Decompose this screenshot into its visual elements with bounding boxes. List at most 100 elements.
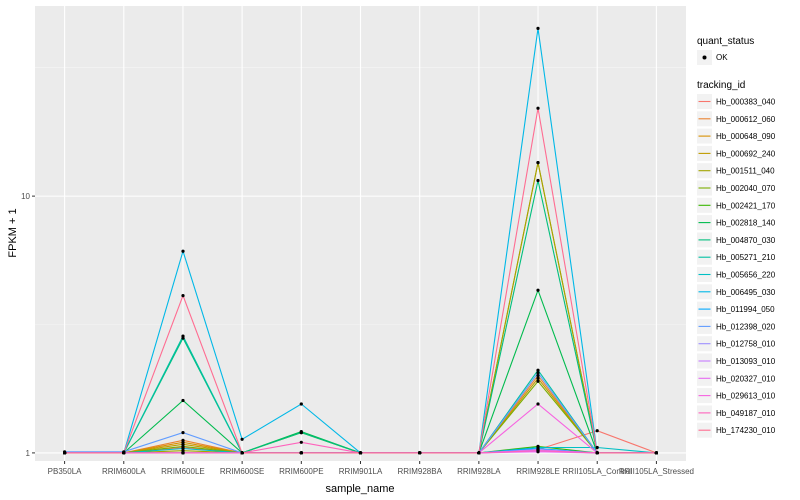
legend-item: Hb_005656_220 (697, 267, 776, 282)
y-axis-title: FPKM + 1 (7, 208, 19, 257)
legend-label: Hb_013093_010 (716, 357, 776, 366)
data-point (181, 294, 185, 298)
legend-label: Hb_006495_030 (716, 288, 776, 297)
x-tick-label: RRIM600SE (220, 467, 264, 476)
data-point (536, 288, 540, 292)
legend-label: Hb_012398_020 (716, 322, 776, 331)
legend-item: Hb_000612_060 (697, 111, 776, 127)
data-point (536, 376, 540, 380)
x-tick-label: RRII105LA_Stressed (619, 467, 694, 476)
legend-item: Hb_029613_010 (697, 388, 776, 404)
legend-label: Hb_000383_040 (716, 98, 776, 107)
data-point (299, 451, 303, 455)
legend-item: Hb_011994_050 (697, 301, 775, 317)
legend-item: Hb_000383_040 (697, 94, 776, 109)
y-tick-label: 1 (26, 449, 31, 458)
data-point (181, 398, 185, 403)
legend-item: Hb_174230_010 (697, 422, 776, 438)
legend-item: Hb_012398_020 (697, 318, 776, 334)
data-point (181, 451, 185, 455)
legend-shape-label: OK (716, 53, 728, 62)
data-point (536, 26, 540, 30)
legend-item: Hb_002421_170 (697, 197, 776, 213)
data-point (536, 402, 540, 406)
legend-label: Hb_001511_040 (716, 167, 775, 176)
legend-item: Hb_020327_010 (697, 370, 776, 386)
x-tick-label: RRII105LA_Control (563, 467, 633, 476)
data-point (418, 451, 422, 455)
legend-color-title: tracking_id (697, 80, 745, 91)
legend-label: Hb_005271_210 (716, 253, 776, 262)
legend-label: Hb_002040_070 (716, 184, 776, 193)
data-point (536, 106, 540, 110)
series-points (63, 26, 659, 455)
legend-label: Hb_002421_170 (716, 201, 776, 210)
data-point (595, 451, 599, 455)
legend-item: Hb_002040_070 (697, 180, 776, 196)
data-point (358, 451, 363, 455)
legend-item: Hb_049187_010 (697, 405, 776, 421)
legend-label: Hb_000648_090 (716, 132, 776, 141)
x-tick-label: PB350LA (48, 467, 82, 476)
legend-label: Hb_004870_030 (716, 236, 776, 245)
legend-label: Hb_011994_050 (716, 305, 775, 314)
legend-label: Hb_020327_010 (716, 374, 776, 383)
data-point (536, 161, 540, 165)
legend-label: Hb_174230_010 (716, 426, 776, 435)
data-point (536, 178, 540, 183)
data-point (536, 449, 540, 453)
data-point (122, 451, 126, 455)
data-point (240, 451, 244, 455)
data-point (595, 429, 599, 433)
legend-item: Hb_000648_090 (697, 128, 776, 144)
legend-item: Hb_013093_010 (697, 353, 776, 369)
legend-label: Hb_002818_140 (716, 219, 776, 228)
legend-label: Hb_000612_060 (716, 115, 776, 124)
legend-item: Hb_000692_240 (697, 145, 776, 161)
x-axis: PB350LA RRIM600LA RRIM600LE RRIM600SE RRIM60… (48, 461, 694, 476)
x-tick-label: RRIM928LA (457, 467, 501, 476)
legend-shape-point (702, 55, 707, 60)
legend-label: Hb_000692_240 (716, 149, 776, 158)
data-point (63, 451, 67, 455)
data-point (299, 431, 303, 435)
data-point (240, 437, 244, 441)
x-axis-title: sample_name (325, 483, 394, 495)
data-point (299, 402, 303, 406)
x-tick-label: RRIM901LA (339, 467, 383, 476)
data-point (181, 446, 185, 451)
legend: quant_status OK tracking_id Hb_000383_04… (697, 36, 776, 438)
data-point (595, 445, 599, 450)
legend-item: Hb_001511_040 (697, 163, 775, 179)
legend-items: Hb_000383_040 Hb_000612_060 Hb_000648_090 H… (697, 94, 776, 438)
data-point (181, 431, 185, 435)
legend-label: Hb_049187_010 (716, 409, 776, 418)
legend-item: Hb_002818_140 (697, 215, 776, 231)
data-point (536, 368, 540, 372)
data-point (181, 334, 185, 338)
x-tick-label: RRIM600PE (279, 467, 323, 476)
legend-label: Hb_029613_010 (716, 392, 776, 401)
data-point (536, 371, 540, 375)
y-tick-label: 10 (21, 192, 30, 201)
data-point (536, 379, 540, 383)
legend-label: Hb_012758_010 (716, 340, 776, 349)
legend-label: Hb_005656_220 (716, 271, 776, 280)
data-point (299, 440, 303, 444)
data-point (654, 451, 659, 455)
x-tick-label: RRIM600LE (161, 467, 205, 476)
legend-item: Hb_006495_030 (697, 284, 776, 300)
legend-item: Hb_004870_030 (697, 232, 776, 248)
x-tick-label: RRIM600LA (102, 467, 146, 476)
legend-item: Hb_005271_210 (697, 249, 776, 265)
x-tick-label: RRIM928LE (516, 467, 560, 476)
legend-item: Hb_012758_010 (697, 336, 776, 352)
legend-shape-title: quant_status (697, 36, 754, 47)
data-point (536, 374, 540, 378)
data-point (181, 449, 185, 453)
y-axis: 1 10 (21, 192, 35, 458)
data-point (181, 249, 185, 253)
x-tick-label: RRIM928BA (397, 467, 442, 476)
data-point (477, 451, 481, 455)
